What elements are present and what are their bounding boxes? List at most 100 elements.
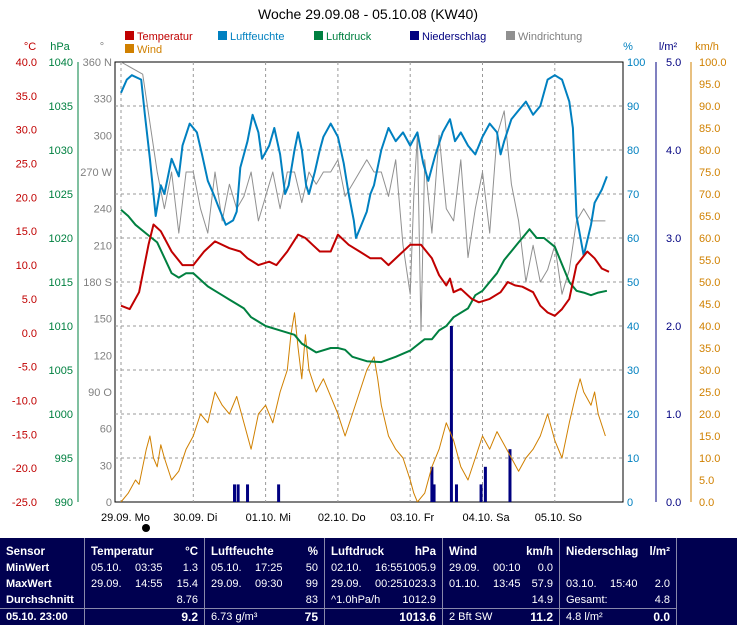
axis-unit-labels: °C hPa °% l/m² km/h: [24, 41, 719, 53]
stats-press-min-time: 16:55: [375, 562, 403, 574]
tick-label-wind: 0.0: [699, 497, 714, 509]
x-tick-label: 03.10. Fr: [390, 512, 434, 524]
stats-wind-max-value: 57.9: [531, 578, 553, 590]
tick-label-wind: 50.0: [699, 277, 720, 289]
series-line-temperatur: [120, 223, 610, 317]
stats-col-sensor: Sensor MinWert MaxWert Durchschnitt 05.1…: [0, 538, 85, 625]
moon-phase-icon: [142, 524, 150, 532]
legend-label: Niederschlag: [422, 31, 486, 43]
stats-press-trend: ^1.0hPa/h: [331, 594, 381, 606]
legend-swatch: [218, 31, 227, 40]
tick-label-wind: 15.0: [699, 431, 720, 443]
tick-label-wind: 30.0: [699, 365, 720, 377]
stats-wind-current: 11.2: [530, 610, 553, 624]
tick-label-dir: 180 S: [83, 277, 112, 289]
stats-temp-max-time: 14:55: [135, 578, 163, 590]
x-tick-label: 01.10. Mi: [246, 512, 291, 524]
stats-press-max-time: 00:25: [375, 578, 403, 590]
x-axis-labels: 29.09. Mo 30.09. Di 01.10. Mi 02.10. Do 03.1…: [101, 512, 582, 532]
tick-label-wind: 85.0: [699, 123, 720, 135]
tick-label-hum: 80: [627, 145, 639, 157]
stats-hum-unit: %: [307, 546, 318, 558]
stats-wind-max-time: 13:45: [493, 578, 521, 590]
stats-average-label: Durchschnitt: [6, 594, 74, 606]
stats-press-current: 1013.6: [399, 610, 436, 624]
legend-label: Luftdruck: [326, 31, 372, 43]
rain-bar: [233, 484, 237, 502]
stats-rain-current: 0.0: [653, 610, 670, 624]
tick-label-press: 1025: [49, 189, 73, 201]
tick-label-temp: 40.0: [16, 57, 37, 69]
stats-hum-min-time: 17:25: [255, 562, 283, 574]
stats-maxwert-label: MaxWert: [6, 578, 52, 590]
tick-label-press: 1020: [49, 233, 73, 245]
chart-title: Woche 29.09.08 - 05.10.08 (KW40): [258, 6, 478, 22]
legend-swatch: [125, 31, 134, 40]
tick-label-wind: 60.0: [699, 233, 720, 245]
stats-wind-beaufort: 2 Bft SW: [449, 611, 493, 623]
rain-bar: [432, 484, 436, 502]
tick-label-temp: -20.0: [12, 463, 37, 475]
legend-label: Wind: [137, 44, 162, 56]
rain-bar: [479, 484, 483, 502]
stats-rain-header: Niederschlag: [566, 546, 639, 558]
stats-hum-avg: 83: [305, 594, 318, 606]
series-line-wind: [120, 312, 606, 502]
tick-label-dir: 150: [94, 314, 112, 326]
stats-temp-avg: 8.76: [176, 594, 198, 606]
chart-grid: [114, 61, 624, 503]
stats-sensor-header: Sensor: [6, 546, 45, 558]
tick-label-wind: 65.0: [699, 211, 720, 223]
stats-col-luftfeuchte: Luftfeuchte% 05.10. 17:25 50 29.09. 09:30 99…: [205, 538, 325, 625]
tick-label-rain: 0.0: [666, 497, 681, 509]
plot-area: [120, 62, 610, 502]
stats-hum-absolute: 6.73 g/m³: [211, 611, 258, 623]
rain-bar: [454, 484, 458, 502]
tick-label-temp: -15.0: [12, 429, 37, 441]
stats-col-wind: Wind km/h 29.09. 00:10 0.0 01.10. 13:45 57.9 …: [443, 538, 560, 625]
tick-label-hum: 0: [627, 497, 633, 509]
tick-label-temp: -25.0: [12, 497, 37, 509]
stats-col-temperatur: Temperatur °C 05.10. 03:35 1.3 29.09. 14:55 1…: [85, 538, 205, 625]
tick-label-temp: 35.0: [16, 91, 37, 103]
stats-rain-footer-left: 4.8 l/m²: [566, 611, 603, 623]
tick-label-temp: 30.0: [16, 125, 37, 137]
x-tick-label: 02.10. Do: [318, 512, 366, 524]
stats-press-min-date: 02.10.: [331, 562, 362, 574]
weather-chart: Woche 29.09.08 - 05.10.08 (KW40) Tempera…: [12, 6, 727, 532]
stats-hum-max-value: 99: [305, 578, 318, 590]
x-tick-label: 29.09. Mo: [101, 512, 150, 524]
tick-label-dir: 0: [106, 497, 112, 509]
stats-timestamp: 05.10. 23:00: [6, 611, 68, 623]
statistics-table: Sensor MinWert MaxWert Durchschnitt 05.1…: [0, 538, 737, 625]
tick-label-temp: 20.0: [16, 192, 37, 204]
stats-press-avg: 1012.9: [402, 594, 436, 606]
tick-label-rain: 1.0: [666, 409, 681, 421]
stats-rain-total-label: Gesamt:: [566, 594, 608, 606]
axis-unit-dir: °: [100, 41, 104, 53]
stats-wind-min-value: 0.0: [537, 562, 553, 574]
tick-label-temp: -5.0: [18, 362, 37, 374]
stats-hum-max-date: 29.09.: [211, 578, 242, 590]
tick-label-dir: 270 W: [80, 167, 112, 179]
tick-label-temp: 10.0: [16, 260, 37, 272]
stats-rain-max-date: 03.10.: [566, 578, 597, 590]
series-line-windrichtung: [120, 62, 606, 332]
stats-temp-current: 9.2: [181, 610, 198, 624]
tick-label-wind: 45.0: [699, 299, 720, 311]
axis-unit-press: hPa: [50, 41, 70, 53]
tick-label-temp: -10.0: [12, 395, 37, 407]
stats-temp-header: Temperatur: [91, 546, 154, 558]
axis-unit-temp: °C: [24, 41, 36, 53]
rain-bar: [449, 326, 453, 502]
stats-wind-min-date: 29.09.: [449, 562, 480, 574]
tick-label-press: 995: [55, 453, 73, 465]
stats-wind-avg: 14.9: [531, 594, 553, 606]
rain-bar: [236, 484, 240, 502]
stats-hum-min-value: 50: [305, 562, 318, 574]
tick-label-hum: 30: [627, 365, 639, 377]
stats-press-header: Luftdruck: [331, 546, 385, 558]
tick-label-wind: 80.0: [699, 145, 720, 157]
stats-temp-unit: °C: [185, 546, 198, 558]
tick-label-dir: 120: [94, 350, 112, 362]
